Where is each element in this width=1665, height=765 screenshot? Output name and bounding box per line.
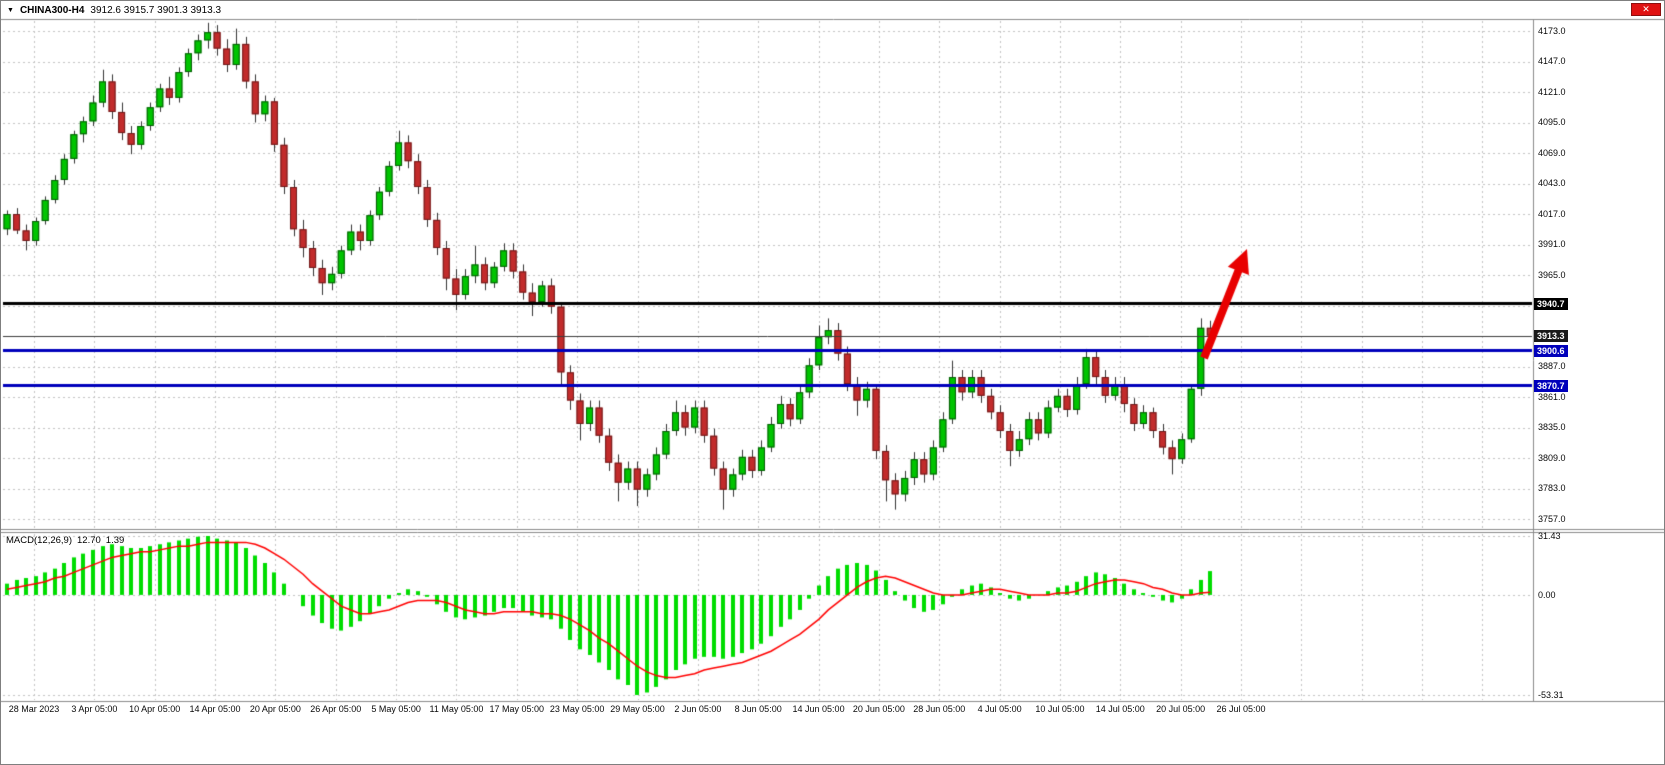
macd-axis-label: 0.00: [1538, 589, 1556, 600]
price-axis-label: 4043.0: [1538, 178, 1566, 188]
time-axis-label: 14 Jun 05:00: [792, 704, 845, 714]
price-axis-label: 4017.0: [1538, 208, 1566, 219]
time-axis-label: 10 Jul 05:00: [1035, 704, 1085, 714]
macd-axis-label: 31.43: [1538, 530, 1561, 541]
time-axis-label: 29 May 05:00: [610, 704, 665, 714]
time-axis-label: 17 May 05:00: [489, 704, 545, 714]
time-axis-label: 28 Jun 05:00: [913, 704, 966, 714]
time-axis-label: 14 Apr 05:00: [189, 704, 241, 714]
price-axis-label: 3757.0: [1538, 513, 1566, 524]
time-axis-label: 3 Apr 05:00: [71, 704, 118, 714]
chart-titlebar: ▼ CHINA300-H4 3912.6 3915.7 3901.3 3913.…: [1, 1, 1664, 19]
price-axis-label: 4121.0: [1538, 86, 1566, 97]
price-axis-label: 4069.0: [1538, 147, 1566, 158]
price-axis-label: 4095.0: [1538, 117, 1566, 127]
price-axis-label: 3887.0: [1538, 361, 1566, 371]
price-axis-label: 3965.0: [1538, 269, 1566, 280]
time-axis-label: 8 Jun 05:00: [734, 704, 782, 714]
price-axis-label: 3835.0: [1538, 422, 1566, 432]
time-axis-label: 5 May 05:00: [371, 704, 421, 714]
price-axis-label: 3861.0: [1538, 391, 1566, 402]
price-axis-label: 4147.0: [1538, 56, 1566, 66]
macd-main-value: 12.70: [77, 535, 101, 546]
chart-symbol-period: CHINA300-H4: [19, 4, 85, 16]
time-axis-label: 2 Jun 05:00: [674, 704, 722, 714]
price-axis-label: 3809.0: [1538, 452, 1566, 463]
macd-indicator-label: MACD(12,26,9) 12.70 1.39: [6, 535, 129, 546]
price-axis[interactable]: 4173.0 4147.0 4121.0 4095.0 4069.0 4043.0 4017…: [1533, 19, 1664, 701]
time-axis[interactable]: 28 Mar 2023 3 Apr 05:00 10 Apr 05:00 14 Apr…: [1, 702, 1533, 718]
time-axis-label: 20 Jun 05:00: [852, 704, 905, 714]
time-axis-label: 4 Jul 05:00: [977, 704, 1022, 714]
time-axis-label: 20 Jul 05:00: [1156, 704, 1206, 714]
price-axis-label: 3783.0: [1538, 483, 1566, 493]
price-axis-label: 4173.0: [1538, 25, 1566, 36]
symbol-dropdown-icon[interactable]: ▼: [7, 6, 14, 14]
macd-name: MACD(12,26,9): [6, 535, 72, 546]
time-axis-label: 14 Jul 05:00: [1095, 704, 1145, 714]
chart-ohlc-values: 3912.6 3915.7 3901.3 3913.3: [90, 4, 222, 16]
macd-axis-label: -53.31: [1538, 689, 1564, 700]
price-axis-label: 3991.0: [1538, 239, 1566, 249]
time-axis-label: 26 Jul 05:00: [1216, 704, 1266, 714]
time-axis-label: 23 May 05:00: [549, 704, 605, 714]
macd-signal-value: 1.39: [105, 535, 125, 546]
time-axis-label: 20 Apr 05:00: [249, 704, 301, 714]
close-icon: ✕: [1642, 4, 1650, 14]
time-axis-label: 26 Apr 05:00: [310, 704, 362, 714]
time-axis-label: 28 Mar 2023: [8, 704, 60, 714]
close-button[interactable]: ✕: [1631, 3, 1661, 16]
time-axis-label: 10 Apr 05:00: [129, 704, 181, 714]
time-axis-label: 11 May 05:00: [429, 704, 484, 714]
